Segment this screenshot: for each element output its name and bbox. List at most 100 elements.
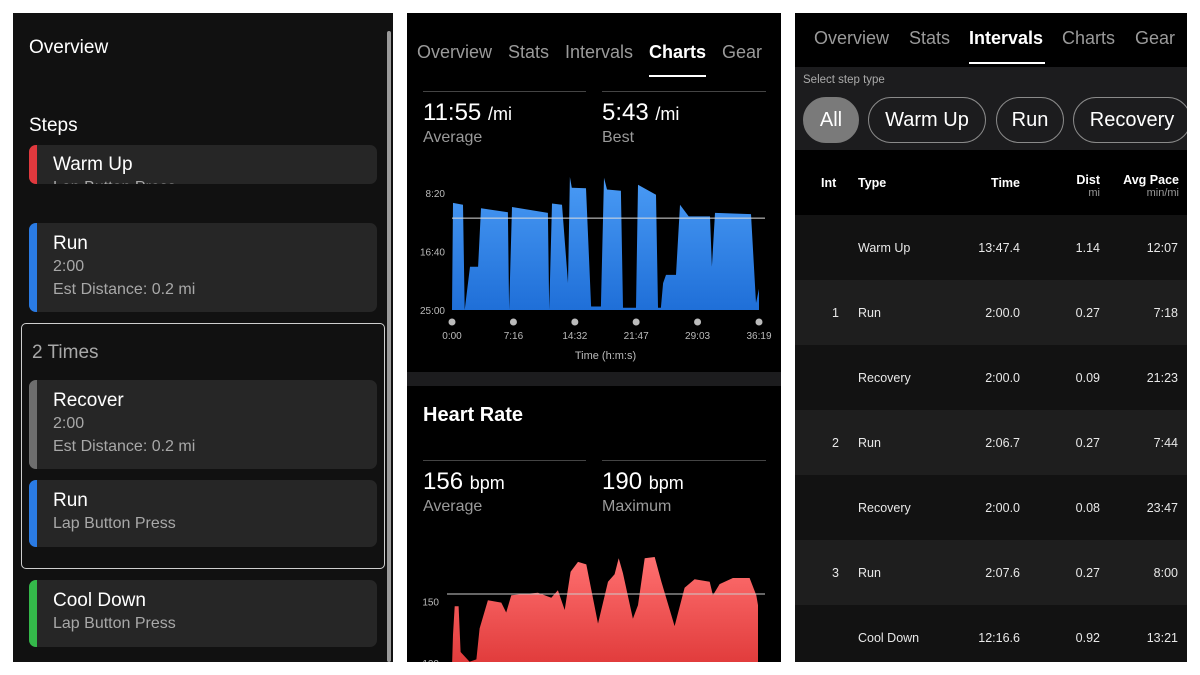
- repeat-group: 2 Times: [21, 323, 385, 569]
- x-tick-label: 0:00: [442, 331, 462, 342]
- tab-charts[interactable]: Charts: [1062, 28, 1116, 48]
- table-row[interactable]: 3 Run 2:07.6 0.27 8:00: [795, 540, 1187, 605]
- heart-rate-chart[interactable]: 150 100: [407, 533, 781, 662]
- step-color-bar: [29, 380, 37, 469]
- average-pace-label: Average: [423, 129, 483, 146]
- table-row[interactable]: 2 Run 2:06.7 0.27 7:44: [795, 410, 1187, 475]
- cell-time: 2:06.7: [985, 435, 1020, 450]
- step-color-bar: [29, 480, 37, 547]
- tab-stats[interactable]: Stats: [909, 28, 951, 48]
- cell-dist: 0.27: [1075, 565, 1100, 580]
- x-tick-dot: [694, 318, 702, 326]
- y-tick-label: 8:20: [426, 189, 446, 200]
- cell-time: 2:00.0: [985, 500, 1020, 515]
- step-title: Recover: [53, 390, 124, 411]
- table-row[interactable]: Recovery 2:00.0 0.09 21:23: [795, 345, 1187, 410]
- cell-avg-pace: 8:00: [1153, 565, 1178, 580]
- pace-chart[interactable]: 8:20 16:40 25:00 0:00 7:16 14:32 21:47 29:03 36:…: [407, 163, 781, 373]
- overview-link[interactable]: Overview: [29, 37, 109, 58]
- tab-stats[interactable]: Stats: [508, 42, 550, 62]
- cell-dist: 0.92: [1075, 630, 1100, 645]
- y-tick-label: 16:40: [420, 248, 445, 259]
- y-tick-label: 150: [422, 597, 439, 608]
- cell-time: 12:16.6: [978, 630, 1020, 645]
- cell-time: 13:47.4: [978, 240, 1020, 255]
- tab-gear[interactable]: Gear: [1135, 28, 1176, 48]
- cell-dist: 0.08: [1075, 500, 1100, 515]
- step-title: Run: [53, 490, 88, 511]
- cell-dist: 0.27: [1075, 305, 1100, 320]
- y-tick-label: 100: [422, 659, 439, 662]
- col-dist[interactable]: Dist mi: [1076, 172, 1100, 199]
- pace-area: [452, 177, 759, 310]
- x-tick-label: 29:03: [685, 331, 710, 342]
- x-tick-dot: [448, 318, 456, 326]
- cell-avg-pace: 13:21: [1146, 630, 1178, 645]
- table-row[interactable]: Warm Up 13:47.4 1.14 12:07: [795, 215, 1187, 280]
- filter-chip-run[interactable]: Run: [996, 97, 1064, 143]
- col-avg-pace[interactable]: Avg Pace min/mi: [1123, 172, 1179, 199]
- cell-dist: 0.27: [1075, 435, 1100, 450]
- table-row[interactable]: Recovery 2:00.0 0.08 23:47: [795, 475, 1187, 540]
- cell-type: Recovery: [858, 370, 911, 385]
- table-row[interactable]: Cool Down 12:16.6 0.92 13:21: [795, 605, 1187, 662]
- tab-charts[interactable]: Charts: [649, 42, 707, 62]
- step-duration: 2:00: [53, 415, 85, 432]
- col-type[interactable]: Type: [858, 175, 887, 190]
- filter-bar: Select step type: [795, 67, 1187, 150]
- cell-int: 1: [832, 305, 839, 320]
- step-detail: Lap Button Press: [53, 515, 176, 532]
- cell-avg-pace: 23:47: [1146, 500, 1178, 515]
- step-detail: Lap Button Press: [53, 176, 377, 184]
- step-card-recover[interactable]: Recover 2:00 Est Distance: 0.2 mi: [29, 380, 377, 469]
- active-tab-indicator: [649, 75, 706, 77]
- step-title: Run: [53, 233, 88, 254]
- cell-type: Cool Down: [858, 630, 920, 645]
- cell-dist: 0.09: [1075, 370, 1100, 385]
- step-distance: Est Distance: 0.2 mi: [53, 438, 196, 455]
- cell-dist: 1.14: [1075, 240, 1100, 255]
- charts-panel: Overview Stats Intervals Charts Gear 11:…: [407, 13, 781, 662]
- cell-type: Run: [858, 565, 881, 580]
- cell-type: Run: [858, 435, 881, 450]
- divider: [423, 91, 586, 92]
- tab-overview[interactable]: Overview: [814, 28, 890, 48]
- tab-overview[interactable]: Overview: [417, 42, 493, 62]
- col-time[interactable]: Time: [991, 175, 1020, 190]
- tab-intervals[interactable]: Intervals: [969, 28, 1044, 48]
- filter-chip-recovery[interactable]: Recovery: [1073, 97, 1187, 143]
- cell-avg-pace: 7:18: [1153, 305, 1178, 320]
- x-tick-dot: [509, 318, 517, 326]
- cell-type: Run: [858, 305, 881, 320]
- tab-gear[interactable]: Gear: [722, 42, 763, 62]
- filter-label: Select step type: [803, 74, 885, 86]
- average-pace: 11:55 /mi: [423, 99, 512, 126]
- section-separator: [407, 372, 781, 386]
- best-pace: 5:43 /mi: [602, 99, 680, 126]
- repeat-count: 2 Times: [32, 342, 99, 363]
- cell-time: 2:00.0: [985, 370, 1020, 385]
- tab-intervals[interactable]: Intervals: [565, 42, 634, 62]
- step-card-run[interactable]: Run 2:00 Est Distance: 0.2 mi: [29, 223, 377, 312]
- step-card-cool-down[interactable]: Cool Down Lap Button Press: [29, 580, 377, 647]
- y-tick-label: 25:00: [420, 306, 445, 317]
- step-title: Cool Down: [53, 590, 146, 611]
- step-card-warm-up[interactable]: Warm Up Lap Button Press: [29, 145, 377, 184]
- table-header: Int Type Time Dist mi Avg Pace min/mi: [795, 150, 1187, 215]
- cell-int: 3: [832, 565, 839, 580]
- x-tick-dot: [571, 318, 579, 326]
- filter-chip-all[interactable]: All: [803, 97, 859, 143]
- cell-time: 2:07.6: [985, 565, 1020, 580]
- intervals-panel: Overview Stats Intervals Charts Gear Sel…: [795, 13, 1187, 662]
- x-tick-dot: [755, 318, 763, 326]
- scrollbar[interactable]: [387, 31, 391, 662]
- step-card-run-repeat[interactable]: Run Lap Button Press: [29, 480, 377, 547]
- col-int[interactable]: Int: [821, 175, 837, 190]
- x-tick-label: 21:47: [624, 331, 649, 342]
- table-row[interactable]: 1 Run 2:00.0 0.27 7:18: [795, 280, 1187, 345]
- step-duration: 2:00: [53, 258, 85, 275]
- steps-heading: Steps: [29, 115, 78, 136]
- filter-chip-warm-up[interactable]: Warm Up: [868, 97, 986, 143]
- cell-time: 2:00.0: [985, 305, 1020, 320]
- cell-avg-pace: 7:44: [1153, 435, 1178, 450]
